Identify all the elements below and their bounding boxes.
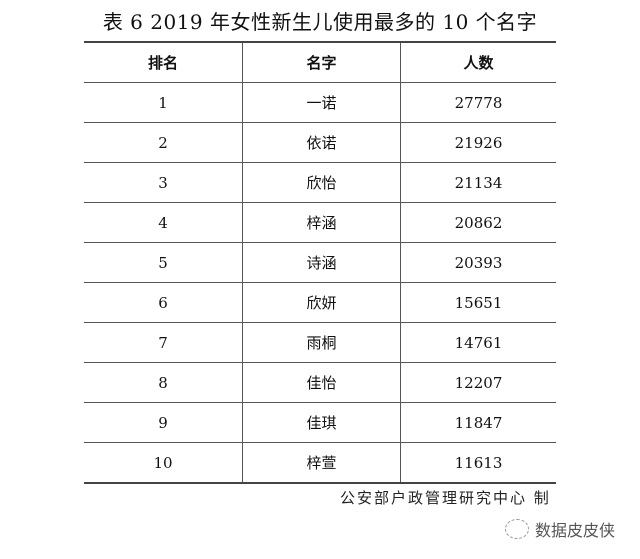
- watermark: 数据皮皮侠: [505, 517, 615, 541]
- name-cell: 诗涵: [242, 242, 401, 283]
- watermark-text: 数据皮皮侠: [535, 521, 616, 540]
- header-count: 人数: [400, 42, 556, 83]
- count-cell: 12207: [400, 362, 556, 403]
- header-rank: 排名: [84, 42, 243, 83]
- name-cell: 欣妍: [242, 282, 401, 323]
- name-cell: 一诺: [242, 82, 401, 123]
- rank-cell: 8: [84, 362, 243, 403]
- name-cell: 欣怡: [242, 162, 401, 203]
- table-row: 3 欣怡 21134: [84, 162, 556, 203]
- table-row: 4 梓涵 20862: [84, 202, 556, 243]
- name-cell: 雨桐: [242, 322, 401, 363]
- rank-cell: 6: [84, 282, 243, 323]
- name-cell: 依诺: [242, 122, 401, 163]
- rank-cell: 10: [84, 442, 243, 484]
- count-cell: 11613: [400, 442, 556, 484]
- table-row: 1 一诺 27778: [84, 82, 556, 123]
- wechat-icon: [505, 519, 529, 539]
- names-table: 排名 名字 人数 1 一诺 27778 2 依诺 21926 3 欣怡 21134 4 梓涵 2086…: [84, 41, 556, 484]
- count-cell: 27778: [400, 82, 556, 123]
- count-cell: 21134: [400, 162, 556, 203]
- table-header-row: 排名 名字 人数: [84, 42, 556, 83]
- rank-cell: 4: [84, 202, 243, 243]
- name-cell: 佳琪: [242, 402, 401, 443]
- count-cell: 15651: [400, 282, 556, 323]
- table-row: 9 佳琪 11847: [84, 402, 556, 443]
- count-cell: 20393: [400, 242, 556, 283]
- count-cell: 21926: [400, 122, 556, 163]
- rank-cell: 9: [84, 402, 243, 443]
- name-cell: 梓萱: [242, 442, 401, 484]
- count-cell: 14761: [400, 322, 556, 363]
- table-row: 2 依诺 21926: [84, 122, 556, 163]
- rank-cell: 5: [84, 242, 243, 283]
- table-row: 10 梓萱 11613: [84, 442, 556, 484]
- table-row: 5 诗涵 20393: [84, 242, 556, 283]
- source-note: 公安部户政管理研究中心 制: [340, 489, 551, 507]
- rank-cell: 7: [84, 322, 243, 363]
- count-cell: 11847: [400, 402, 556, 443]
- table-title: 表 6 2019 年女性新生儿使用最多的 10 个名字: [102, 10, 538, 34]
- count-cell: 20862: [400, 202, 556, 243]
- rank-cell: 1: [84, 82, 243, 123]
- rank-cell: 2: [84, 122, 243, 163]
- table-row: 8 佳怡 12207: [84, 362, 556, 403]
- table-row: 6 欣妍 15651: [84, 282, 556, 323]
- header-name: 名字: [242, 42, 401, 83]
- table-row: 7 雨桐 14761: [84, 322, 556, 363]
- name-cell: 佳怡: [242, 362, 401, 403]
- rank-cell: 3: [84, 162, 243, 203]
- name-cell: 梓涵: [242, 202, 401, 243]
